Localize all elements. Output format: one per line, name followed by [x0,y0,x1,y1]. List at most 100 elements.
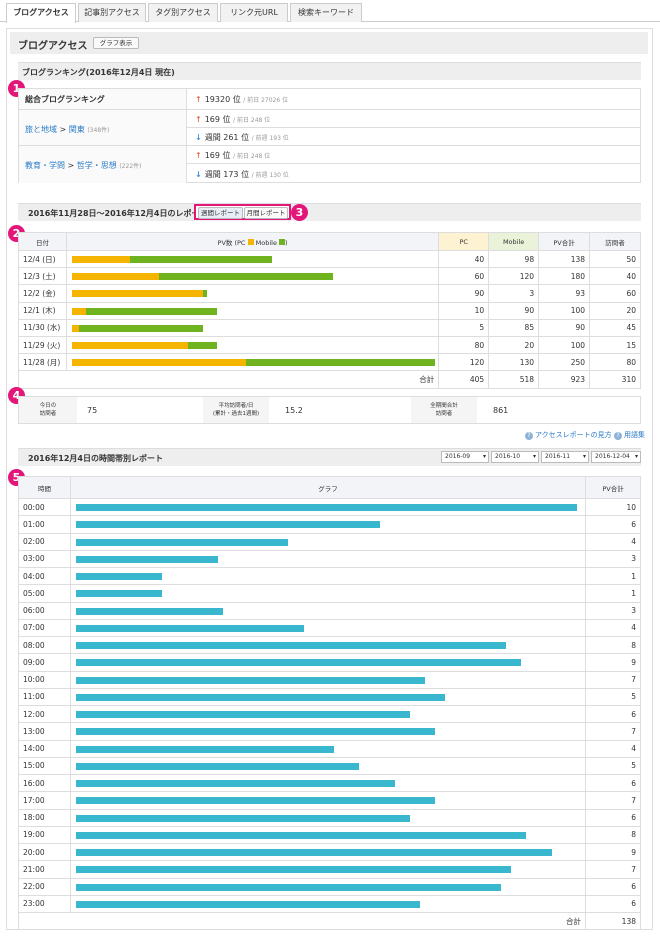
hourly-row: 10:00 7 [18,670,641,689]
row-hour-pv: 9 [585,842,641,862]
hourly-sum-value: 138 [585,912,641,930]
hourly-row: 16:00 6 [18,773,641,793]
hour-bar [75,883,501,891]
category1-link-travel[interactable]: 旅と地域 [25,125,57,134]
page-title: ブログアクセス [18,41,88,52]
all-visitors-value: 861 [493,406,509,415]
row-visitors: 50 [589,249,641,269]
weekly-row: 12/3 (土) 60 120 180 40 [18,267,641,286]
pc-bar [71,359,247,367]
row-time: 00:00 [18,497,71,517]
weekly-report-button[interactable]: 週間レポート [198,207,243,219]
hourly-row: 02:00 4 [18,532,641,551]
category2-link-education[interactable]: 教育・学問 [25,161,65,170]
row-time: 18:00 [18,808,71,827]
category2-link-philosophy[interactable]: 哲学・思想 [76,161,117,170]
row-hour-graph [69,549,587,569]
tab-article-access[interactable]: 記事別アクセス [78,3,146,22]
month-select-1[interactable]: 2016-09 [441,451,489,463]
tab-tag-access[interactable]: タグ別アクセス [148,3,218,22]
hourly-row: 17:00 7 [18,791,641,810]
row-pv-graph [65,267,440,286]
row-pc: 40 [438,249,490,269]
graph-display-button[interactable]: グラフ表示 [93,37,139,49]
breadcrumb-separator: > [67,161,75,170]
row-time: 01:00 [18,515,71,534]
category1-daily: ↑ 169 位 / 前日 248 位 [187,110,640,128]
row-time: 15:00 [18,756,71,776]
row-hour-pv: 6 [585,877,641,896]
row-hour-graph [69,773,587,793]
row-hour-graph [69,704,587,724]
hourly-row: 01:00 6 [18,515,641,534]
row-hour-graph [69,722,587,741]
mobile-bar [159,273,334,281]
row-time: 08:00 [18,635,71,655]
glossary-link[interactable]: ? 用語集 [614,430,645,440]
row-date: 12/1 (木) [18,301,67,320]
hourly-row: 11:00 5 [18,687,641,707]
row-hour-pv: 4 [585,618,641,638]
row-mobile: 90 [488,301,540,320]
up-arrow-icon: ↑ [195,151,202,160]
row-pv-graph [65,335,440,355]
col-visitors: 訪問者 [589,232,641,251]
weekly-row: 12/4 (日) 40 98 138 50 [18,249,641,269]
tab-search-keyword[interactable]: 検索キーワード [290,3,362,22]
category1-weekly: ↓ 週間 261 位 / 前週 193 位 [187,128,640,146]
row-mobile: 130 [488,353,540,372]
category2-daily-prev: / 前日 248 位 [233,153,271,160]
overall-rank-prev: / 前日 27026 位 [243,97,289,104]
row-time: 06:00 [18,601,71,620]
row-hour-graph [69,566,587,586]
hourly-row: 15:00 5 [18,756,641,776]
mobile-bar [130,256,273,263]
row-visitors: 60 [589,284,641,303]
hourly-row: 22:00 6 [18,877,641,896]
row-time: 04:00 [18,566,71,586]
category2-weekly: ↓ 週間 173 位 / 前週 130 位 [187,164,640,183]
row-hour-graph [69,653,587,672]
hourly-row: 23:00 6 [18,894,641,914]
question-icon: ? [614,432,622,440]
monthly-report-button[interactable]: 月間レポート [244,207,288,219]
hourly-row: 00:00 10 [18,497,641,517]
hour-bar [75,866,512,874]
hourly-row: 21:00 7 [18,860,641,879]
row-hour-pv: 5 [585,756,641,776]
row-time: 10:00 [18,670,71,689]
row-time: 20:00 [18,842,71,862]
sum-total: 923 [538,370,591,390]
hour-bar [75,900,421,908]
row-hour-pv: 1 [585,584,641,603]
hour-bar [75,711,410,718]
today-visitors-value: 75 [87,406,98,415]
hour-bar [75,624,304,632]
hourly-row: 13:00 7 [18,722,641,741]
row-time: 13:00 [18,722,71,741]
hourly-report-table: 時間 グラフ PV合計 00:00 10 01:00 6 02:00 4 03:00 3 04:… [17,476,641,930]
row-pc: 10 [438,301,490,320]
category2-weekly-rank: 173 位 [223,170,250,179]
hour-bar [75,659,522,667]
row-hour-graph [69,532,587,551]
tab-referrer-url[interactable]: リンク元URL [220,3,288,22]
category1-link-kanto[interactable]: 関東 [68,125,85,134]
row-hour-pv: 1 [585,566,641,586]
category1-count: (348件) [87,127,110,134]
tab-blog-access[interactable]: ブログアクセス [6,3,76,23]
row-hour-graph [69,756,587,776]
report-help-link[interactable]: ? アクセスレポートの見方 [525,430,612,440]
weekly-label: 週間 [204,133,221,142]
row-hour-pv: 6 [585,773,641,793]
date-select[interactable]: 2016-12-04 [591,451,641,463]
month-select-3[interactable]: 2016-11 [541,451,589,463]
row-hour-pv: 10 [585,497,641,517]
row-hour-pv: 8 [585,825,641,845]
category1-weekly-rank: 261 位 [223,133,250,142]
row-pc: 60 [438,267,490,286]
month-select-2[interactable]: 2016-10 [491,451,539,463]
hour-bar [75,607,223,615]
col-hour-pv: PV合計 [585,476,641,499]
row-date: 12/3 (土) [18,267,67,286]
